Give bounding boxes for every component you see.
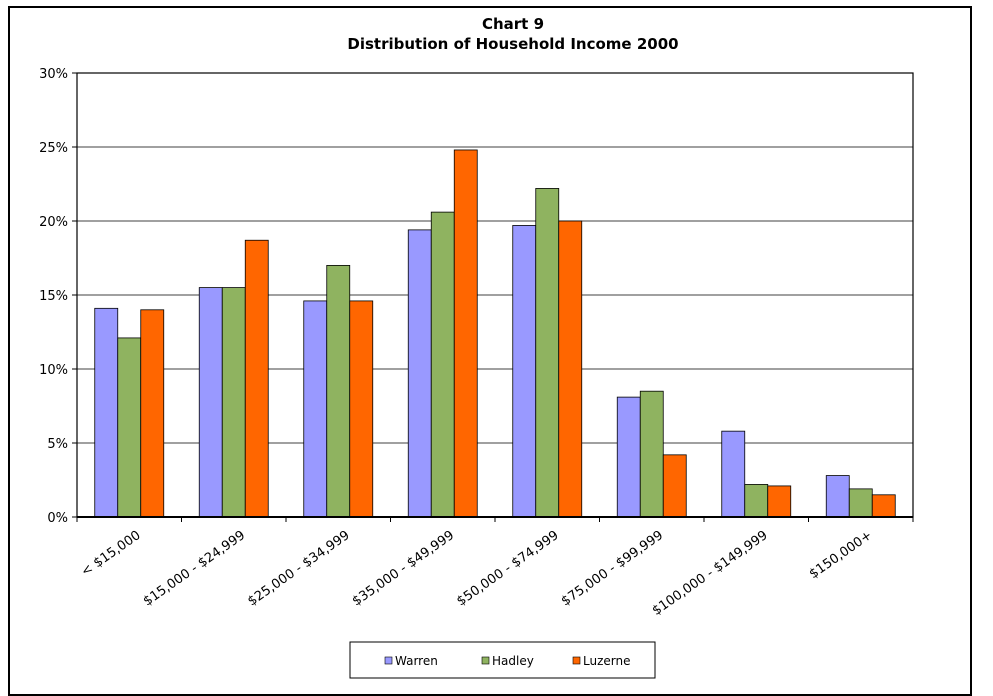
bar-luzerne-1 (244, 239, 269, 518)
bar-warren-3 (407, 229, 432, 518)
bar-luzerne-5 (662, 454, 687, 518)
legend-box (349, 641, 656, 679)
bar-hadley-5 (639, 390, 664, 518)
bar-warren-0 (94, 307, 119, 518)
y-tick-label: 20% (39, 215, 68, 230)
bar-hadley-2 (326, 264, 351, 518)
bar-warren-7 (825, 475, 850, 518)
legend-swatch-luzerne (572, 656, 581, 665)
legend: Warren Hadley Luzerne (349, 641, 656, 679)
x-tick-label: $25,000 - $34,999 (245, 528, 352, 609)
bar-luzerne-2 (349, 300, 374, 518)
y-tick-label: 30% (39, 67, 68, 82)
bar-warren-2 (303, 300, 328, 518)
bar-luzerne-0 (140, 309, 165, 518)
bar-hadley-0 (117, 337, 142, 518)
legend-swatch-warren (384, 656, 393, 665)
x-tick-label: < $15,000 (79, 528, 144, 580)
chart-frame (8, 6, 972, 696)
bar-hadley-4 (535, 188, 560, 518)
bar-hadley-6 (744, 484, 769, 518)
bar-luzerne-3 (453, 149, 478, 518)
bar-hadley-7 (848, 488, 873, 518)
y-tick-label: 10% (39, 363, 68, 378)
legend-label-warren: Warren (395, 654, 438, 668)
x-tick-label: $100,000 - $149,999 (650, 528, 771, 619)
legend-swatch-hadley (481, 656, 490, 665)
y-tick-label: 25% (39, 141, 68, 156)
bar-warren-1 (198, 287, 223, 518)
x-tick-label: $35,000 - $49,999 (350, 528, 457, 609)
x-tick-label: $150,000+ (807, 528, 875, 582)
x-tick-label: $15,000 - $24,999 (141, 528, 248, 609)
x-tick-label: $50,000 - $74,999 (454, 528, 561, 609)
legend-label-luzerne: Luzerne (583, 654, 630, 668)
bar-hadley-3 (430, 211, 455, 518)
legend-label-hadley: Hadley (492, 654, 534, 668)
bar-warren-5 (616, 396, 641, 518)
chart-subtitle: Distribution of Household Income 2000 (347, 35, 678, 53)
y-tick-label: 5% (47, 437, 68, 452)
bar-luzerne-6 (767, 485, 792, 518)
bar-luzerne-7 (871, 494, 896, 518)
bars (94, 149, 896, 518)
x-tick-label: $75,000 - $99,999 (559, 528, 666, 609)
y-tick-label: 0% (47, 511, 68, 526)
bar-hadley-1 (221, 287, 246, 518)
bar-warren-6 (721, 430, 746, 518)
y-tick-label: 15% (39, 289, 68, 304)
chart-title: Chart 9 (482, 15, 544, 33)
bar-luzerne-4 (558, 220, 583, 518)
bar-warren-4 (512, 225, 537, 518)
